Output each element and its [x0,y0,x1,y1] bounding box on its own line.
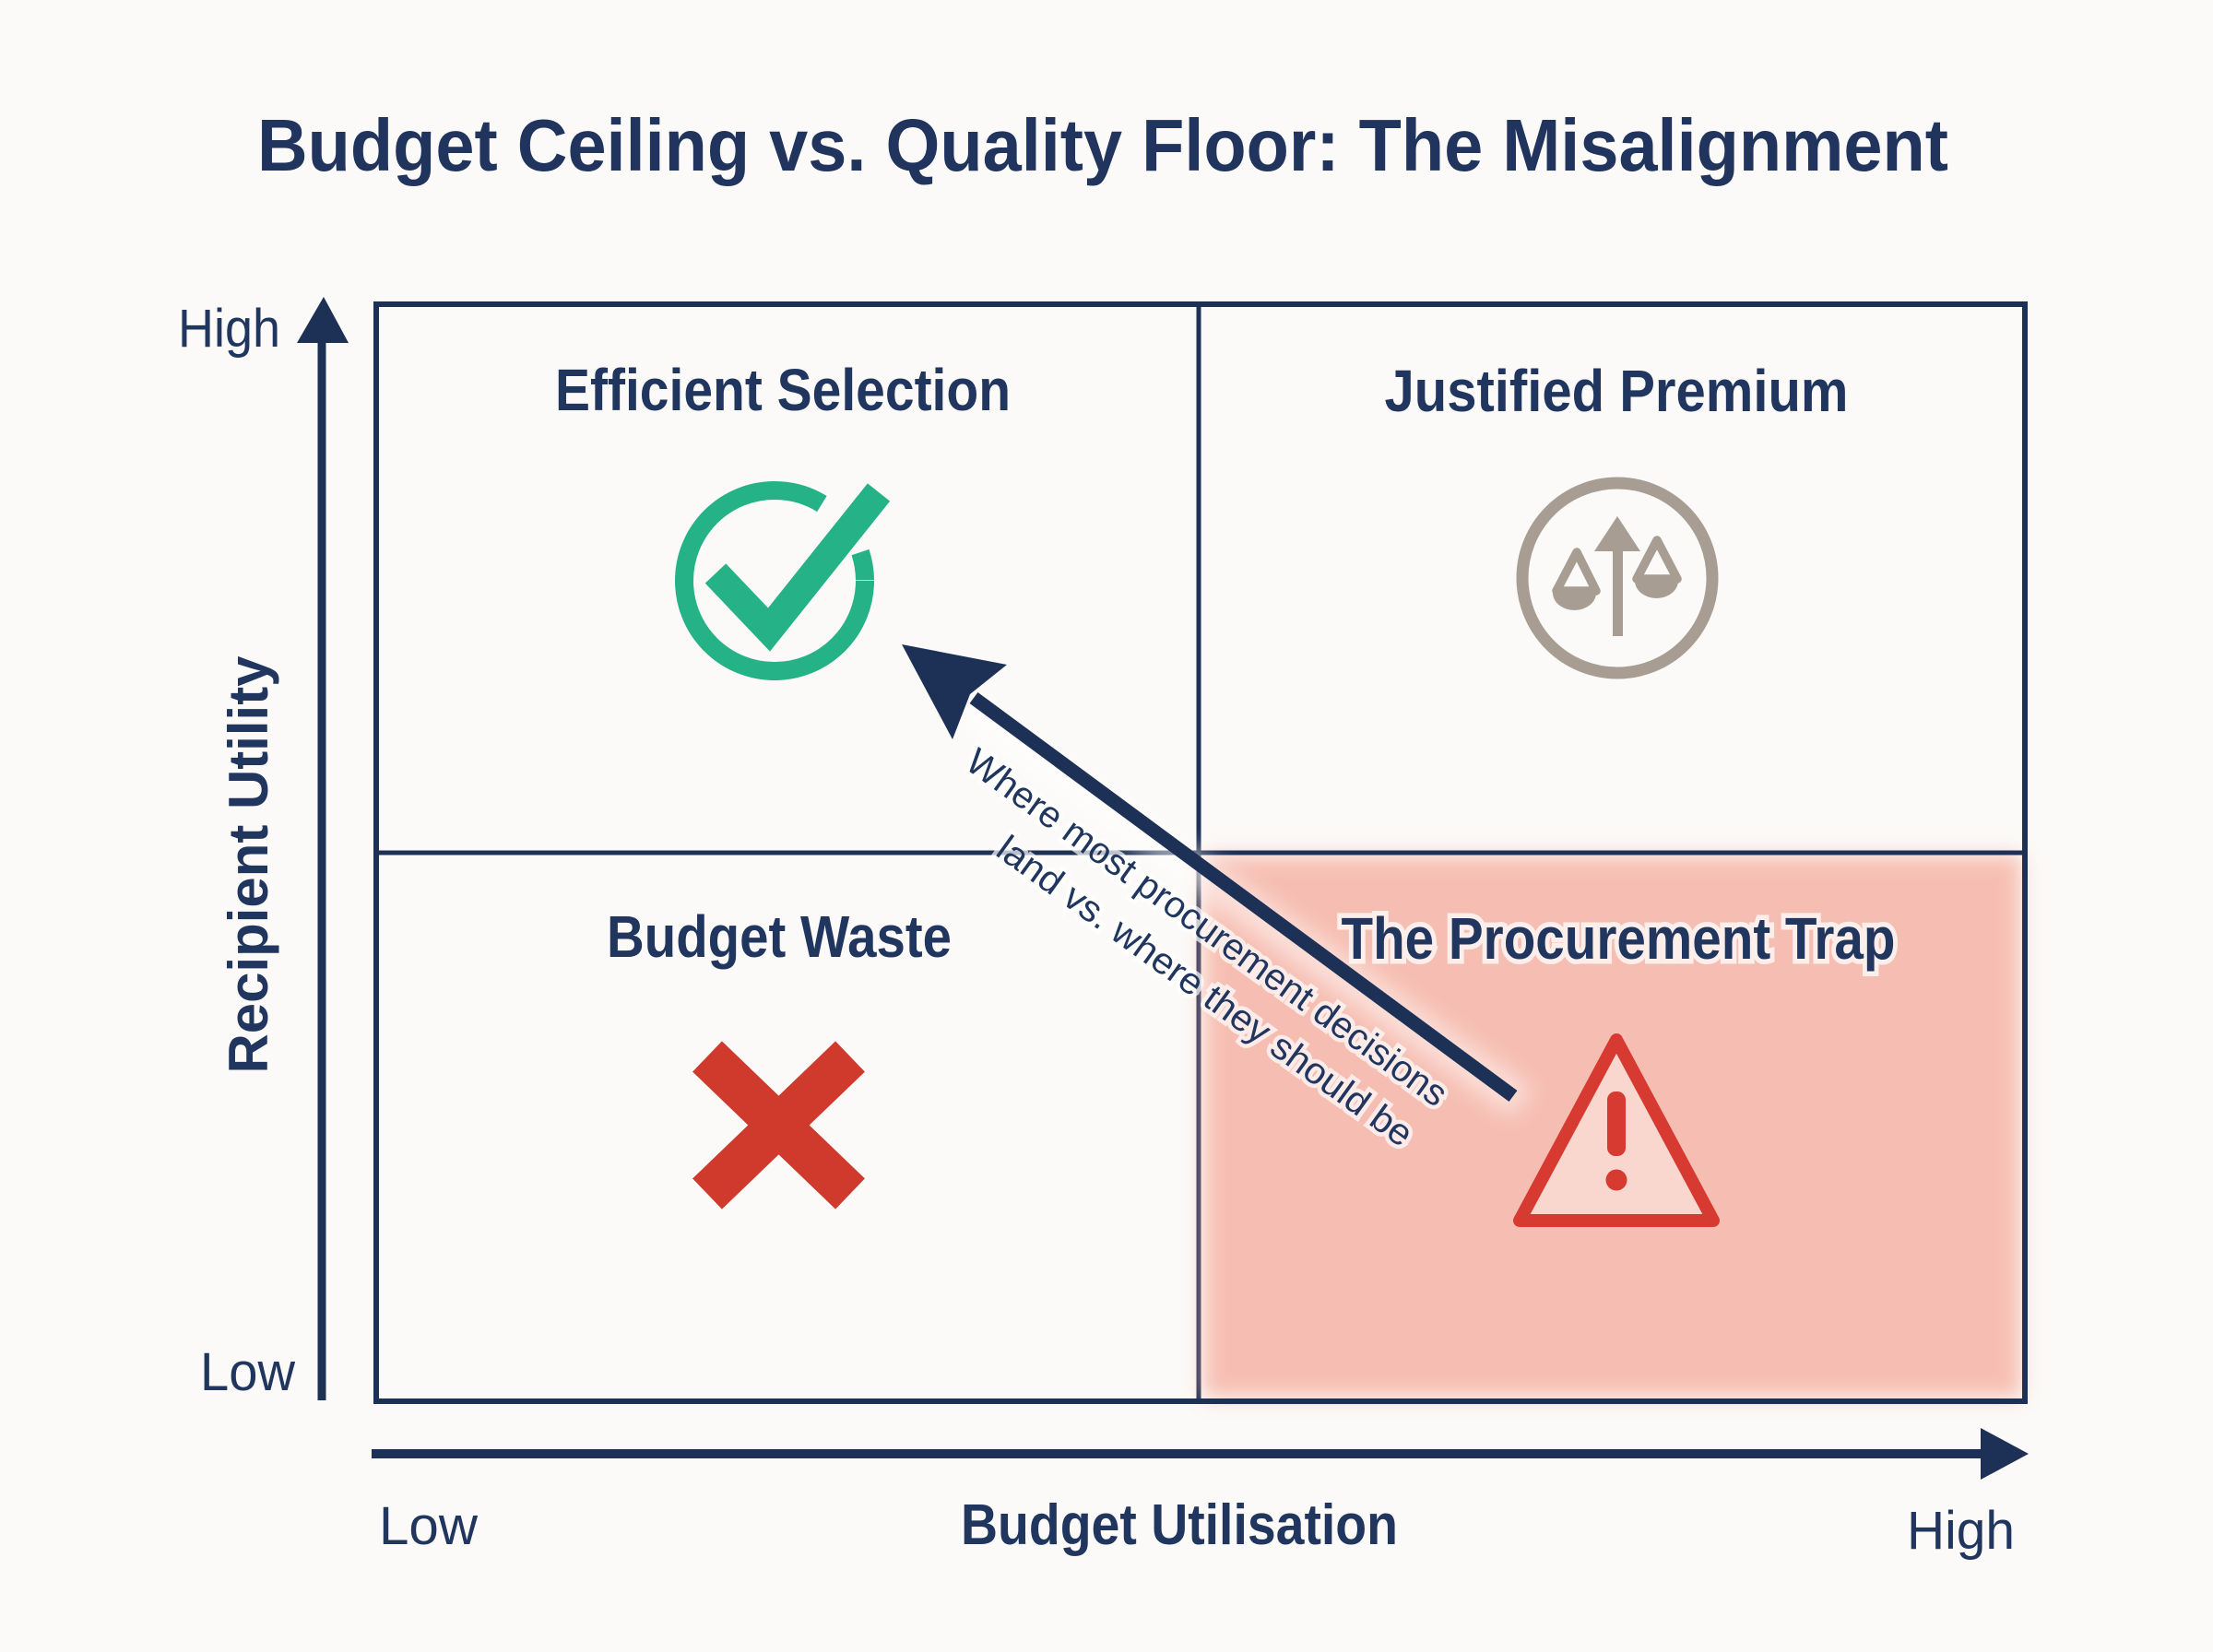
svg-text:Budget Utilisation: Budget Utilisation [961,1493,1398,1557]
svg-text:Justified Premium: Justified Premium [1385,358,1849,424]
svg-text:High: High [178,299,280,359]
svg-text:High: High [1907,1501,2015,1561]
svg-text:Low: Low [200,1342,296,1402]
svg-text:Efficient Selection: Efficient Selection [555,357,1011,423]
svg-text:Low: Low [379,1496,479,1556]
svg-text:Recipient Utility: Recipient Utility [218,655,279,1074]
svg-text:The Procurement Trap: The Procurement Trap [1342,905,1896,972]
svg-text:Budget Waste: Budget Waste [607,903,952,970]
svg-text:Budget Ceiling vs. Quality Flo: Budget Ceiling vs. Quality Floor: The Mi… [257,104,1948,186]
svg-text:The Procurement Trap: The Procurement Trap [1342,905,1896,972]
